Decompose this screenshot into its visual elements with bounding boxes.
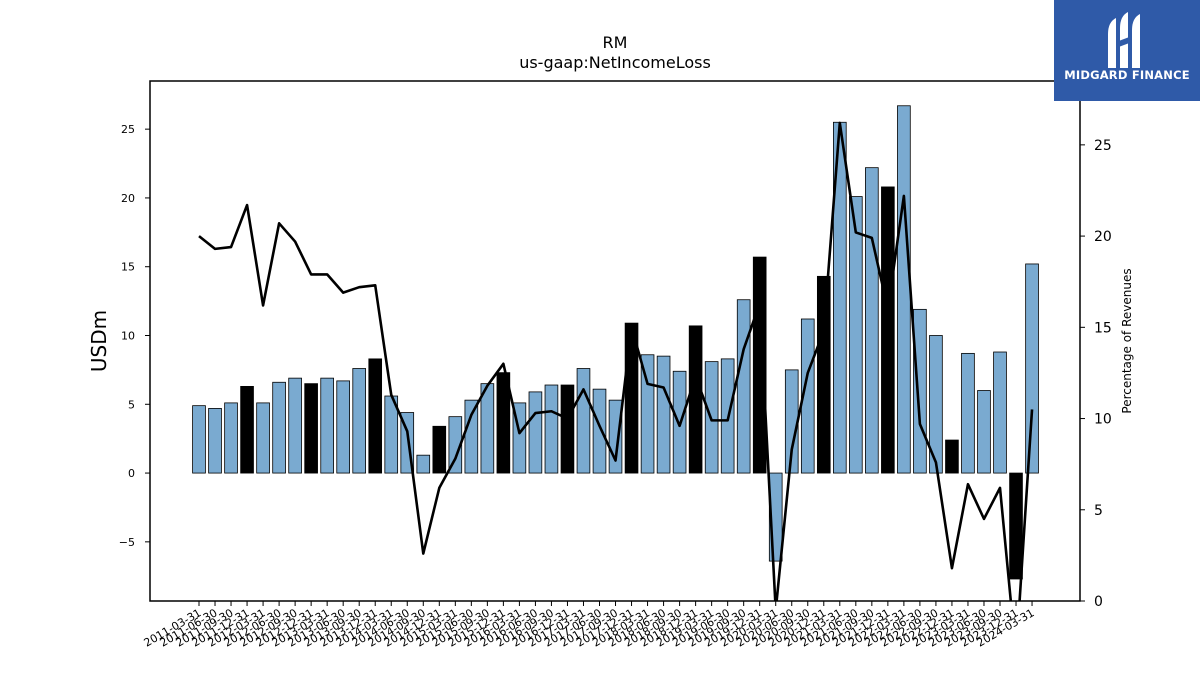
bar-2019-09-30 (736, 299, 751, 474)
bar-2016-06-30 (528, 391, 543, 474)
bar-2017-09-30 (608, 399, 623, 474)
bar-2011-09-30 (224, 402, 238, 474)
percentage-line (198, 121, 1034, 601)
bar-2013-03-31 (320, 377, 334, 474)
bar-2016-09-30 (544, 384, 559, 474)
logo-text: MIDGARD FINANCE (1064, 68, 1190, 82)
bar-2022-06-30 (913, 308, 927, 474)
bar-2021-06-30 (849, 196, 863, 474)
bar-2021-09-30 (865, 167, 879, 474)
bar-2013-06-30 (336, 380, 350, 474)
y2-tick-label: 25 (1094, 138, 1112, 154)
bar-2023-09-30 (993, 351, 1007, 474)
bar-2012-03-31 (256, 402, 270, 474)
bar-2023-03-31 (961, 352, 975, 474)
bar-2023-12-31 (1009, 472, 1023, 580)
bar-2015-06-30 (464, 399, 479, 474)
bar-2024-03-31 (1025, 263, 1039, 474)
y2-axis-label: Percentage of Revenues (1120, 268, 1134, 413)
bar-2015-12-31 (496, 372, 511, 474)
bar-2011-06-30 (208, 408, 222, 474)
chart-subtitle: us-gaap:NetIncomeLoss (519, 53, 711, 72)
bar-2013-12-31 (368, 358, 383, 474)
y-axis-label: USDm (87, 310, 111, 372)
bar-2011-03-31 (192, 405, 206, 474)
bar-2022-03-31 (897, 105, 911, 474)
bar-2014-12-31 (432, 425, 447, 474)
y-tick-label: 20 (121, 192, 135, 205)
bar-2020-09-30 (800, 318, 815, 474)
y2-tick-label: 10 (1094, 412, 1112, 428)
line-group (198, 121, 1034, 601)
bar-2023-06-30 (977, 390, 991, 474)
bar-2016-12-31 (560, 384, 575, 474)
y-tick-label: 10 (121, 329, 135, 342)
y-tick-label: −5 (119, 536, 135, 549)
chart-title: RM (603, 33, 628, 52)
bar-group (192, 105, 1039, 580)
bar-2018-12-31 (688, 325, 703, 474)
y2-tick-label: 20 (1094, 229, 1112, 245)
bar-2018-06-30 (656, 355, 671, 474)
midgard-finance-logo: MIDGARD FINANCE (1054, 0, 1200, 101)
bar-2012-09-30 (288, 377, 302, 474)
y-tick-label: 5 (128, 398, 135, 411)
y-tick-label: 0 (128, 467, 135, 480)
bar-2012-06-30 (272, 381, 286, 474)
bar-2017-03-31 (576, 368, 591, 474)
bar-2013-09-30 (352, 368, 366, 474)
axes-group: −5051015202505101520252011-03-312011-06-… (119, 123, 1112, 649)
bar-2021-12-31 (881, 186, 895, 474)
bar-2022-09-30 (929, 335, 943, 474)
bar-2017-06-30 (592, 388, 607, 474)
mf-logo-icon (1108, 12, 1140, 68)
bar-2015-09-30 (480, 383, 495, 474)
y2-tick-label: 15 (1094, 320, 1112, 336)
plot-frame (149, 80, 1081, 602)
y-tick-label: 15 (121, 261, 135, 274)
bar-2012-12-31 (304, 383, 318, 474)
y-tick-label: 25 (121, 123, 135, 136)
bar-2014-09-30 (416, 454, 431, 474)
bar-2011-12-31 (240, 385, 254, 474)
bar-2020-12-31 (816, 275, 831, 474)
bar-2022-12-31 (945, 439, 959, 474)
y2-tick-label: 5 (1094, 503, 1103, 519)
y2-tick-label: 0 (1094, 594, 1103, 610)
